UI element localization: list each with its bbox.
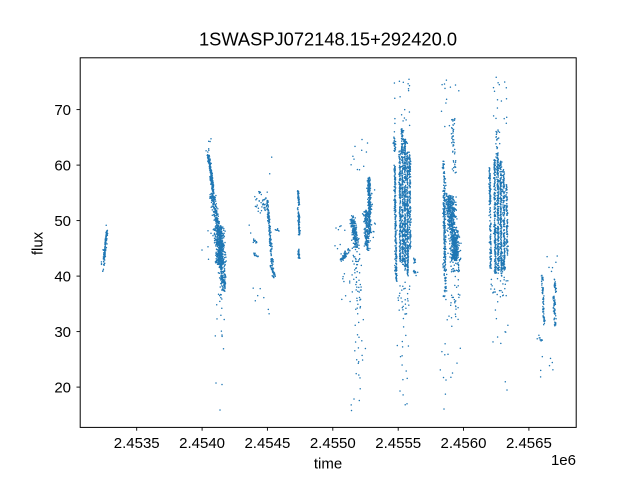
svg-text:time: time [314, 456, 342, 473]
svg-text:50: 50 [54, 213, 71, 230]
svg-text:2.4535: 2.4535 [114, 435, 160, 452]
svg-text:60: 60 [54, 158, 71, 175]
svg-text:30: 30 [54, 324, 71, 341]
svg-text:1e6: 1e6 [551, 452, 576, 469]
svg-text:40: 40 [54, 269, 71, 286]
svg-text:2.4565: 2.4565 [506, 435, 552, 452]
svg-text:2.4550: 2.4550 [310, 435, 356, 452]
svg-text:1SWASPJ072148.15+292420.0: 1SWASPJ072148.15+292420.0 [199, 29, 457, 50]
svg-text:2.4545: 2.4545 [244, 435, 290, 452]
svg-text:2.4555: 2.4555 [375, 435, 421, 452]
svg-text:2.4560: 2.4560 [441, 435, 487, 452]
svg-text:flux: flux [30, 231, 47, 255]
svg-text:2.4540: 2.4540 [179, 435, 225, 452]
svg-text:20: 20 [54, 380, 71, 397]
svg-text:70: 70 [54, 102, 71, 119]
